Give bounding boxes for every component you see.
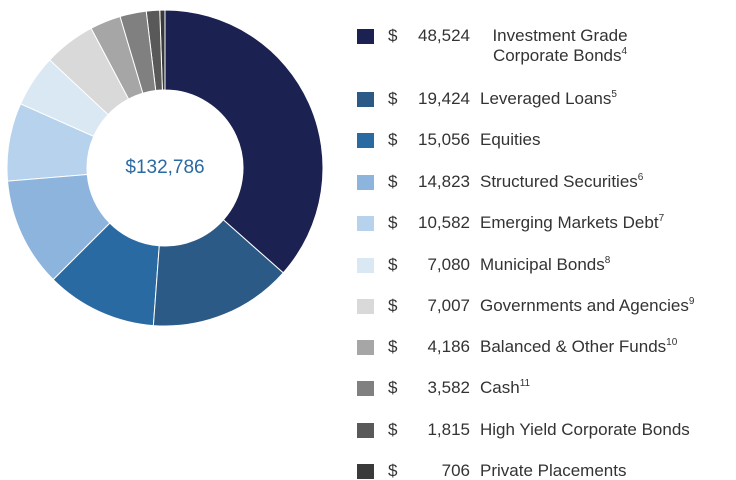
footnote: 7 <box>658 213 665 224</box>
legend-value: 1,815 <box>427 420 470 439</box>
legend-value: 4,186 <box>427 337 470 356</box>
footnote: 8 <box>604 255 611 266</box>
donut-slice <box>7 173 111 281</box>
legend-label: Cash <box>480 378 520 397</box>
currency-symbol: $ <box>388 337 398 356</box>
legend-value: 706 <box>441 461 470 480</box>
currency-symbol: $ <box>388 420 398 439</box>
currency-symbol: $ <box>388 296 398 315</box>
legend-swatch <box>357 133 374 148</box>
legend-label: Emerging Markets Debt <box>480 213 659 232</box>
legend-item: $14,823 Structured Securities6 <box>357 172 643 192</box>
donut-slice <box>90 15 144 100</box>
legend-label: Private Placements <box>480 461 627 480</box>
legend-item: $19,424 Leveraged Loans5 <box>357 89 617 109</box>
legend-value: 7,080 <box>427 255 470 274</box>
legend-item: $48,524 Investment Grade Corporate Bonds4 <box>357 26 640 66</box>
legend-swatch <box>357 216 374 231</box>
legend-label: Structured Securities <box>480 172 638 191</box>
legend-value: 3,582 <box>427 378 470 397</box>
legend-name: Leveraged Loans5 <box>480 89 617 109</box>
currency-symbol: $ <box>388 255 398 274</box>
donut-slice <box>48 27 130 116</box>
legend-name: Governments and Agencies9 <box>480 296 694 316</box>
legend-label: Governments and Agencies <box>480 296 689 315</box>
legend-label: Equities <box>480 130 541 149</box>
footnote: 6 <box>637 172 644 183</box>
currency-symbol: $ <box>388 378 398 397</box>
legend-label: Leveraged Loans <box>480 89 612 108</box>
currency-symbol: $ <box>388 172 398 191</box>
legend-swatch <box>357 92 374 107</box>
legend-name: Equities <box>480 130 540 150</box>
currency-symbol: $ <box>388 461 398 480</box>
legend-name: High Yield Corporate Bonds <box>480 420 690 440</box>
legend-item: $10,582 Emerging Markets Debt7 <box>357 213 664 233</box>
footnote: 9 <box>688 296 695 307</box>
legend-item: $1,815 High Yield Corporate Bonds <box>357 420 690 440</box>
legend-name: Private Placements <box>480 461 626 480</box>
donut-slice <box>6 103 95 182</box>
legend-value: 7,007 <box>427 296 470 315</box>
legend-name: Emerging Markets Debt7 <box>480 213 664 233</box>
legend-item: $706 Private Placements <box>357 461 626 480</box>
footnote: 5 <box>611 89 617 100</box>
legend-swatch <box>357 340 374 355</box>
legend-value: 19,424 <box>418 89 470 108</box>
legend-swatch <box>357 258 374 273</box>
donut-slice <box>164 9 324 274</box>
donut-chart: $132,786 <box>6 9 324 327</box>
legend-label: Balanced & Other Funds <box>480 337 667 356</box>
legend-label: High Yield Corporate Bonds <box>480 420 690 439</box>
donut-slice <box>152 219 284 327</box>
donut-slice <box>19 59 109 138</box>
currency-symbol: $ <box>388 26 398 45</box>
footnote: 10 <box>666 337 678 348</box>
legend-name: Investment Grade Corporate Bonds4 <box>480 26 640 66</box>
currency-symbol: $ <box>388 89 398 108</box>
donut-slice <box>145 9 163 92</box>
donut-slice <box>52 222 160 327</box>
legend-item: $3,582 Cash11 <box>357 378 530 398</box>
legend-swatch <box>357 423 374 438</box>
legend-item: $7,007 Governments and Agencies9 <box>357 296 694 316</box>
legend-name: Municipal Bonds8 <box>480 255 610 275</box>
legend-swatch <box>357 175 374 190</box>
legend-value: 14,823 <box>418 172 470 191</box>
center-label: $132,786 <box>125 157 204 178</box>
legend-value: 15,056 <box>418 130 470 149</box>
legend-swatch <box>357 29 374 44</box>
legend-label: Municipal Bonds <box>480 255 605 274</box>
legend-swatch <box>357 381 374 396</box>
currency-symbol: $ <box>388 130 398 149</box>
legend-value: 48,524 <box>418 26 470 45</box>
legend-item: $7,080 Municipal Bonds8 <box>357 255 610 275</box>
legend-item: $15,056 Equities <box>357 130 540 150</box>
footnote: 4 <box>621 46 628 57</box>
donut-slice <box>119 10 157 94</box>
legend-swatch <box>357 464 374 479</box>
legend-value: 10,582 <box>418 213 470 232</box>
legend-name: Structured Securities6 <box>480 172 643 192</box>
footnote: 11 <box>519 378 531 389</box>
legend-item: $4,186 Balanced & Other Funds10 <box>357 337 677 357</box>
legend-label: Investment Grade Corporate Bonds <box>492 26 628 65</box>
currency-symbol: $ <box>388 213 398 232</box>
legend-name: Balanced & Other Funds10 <box>480 337 677 357</box>
legend-swatch <box>357 299 374 314</box>
legend-name: Cash11 <box>480 378 530 398</box>
